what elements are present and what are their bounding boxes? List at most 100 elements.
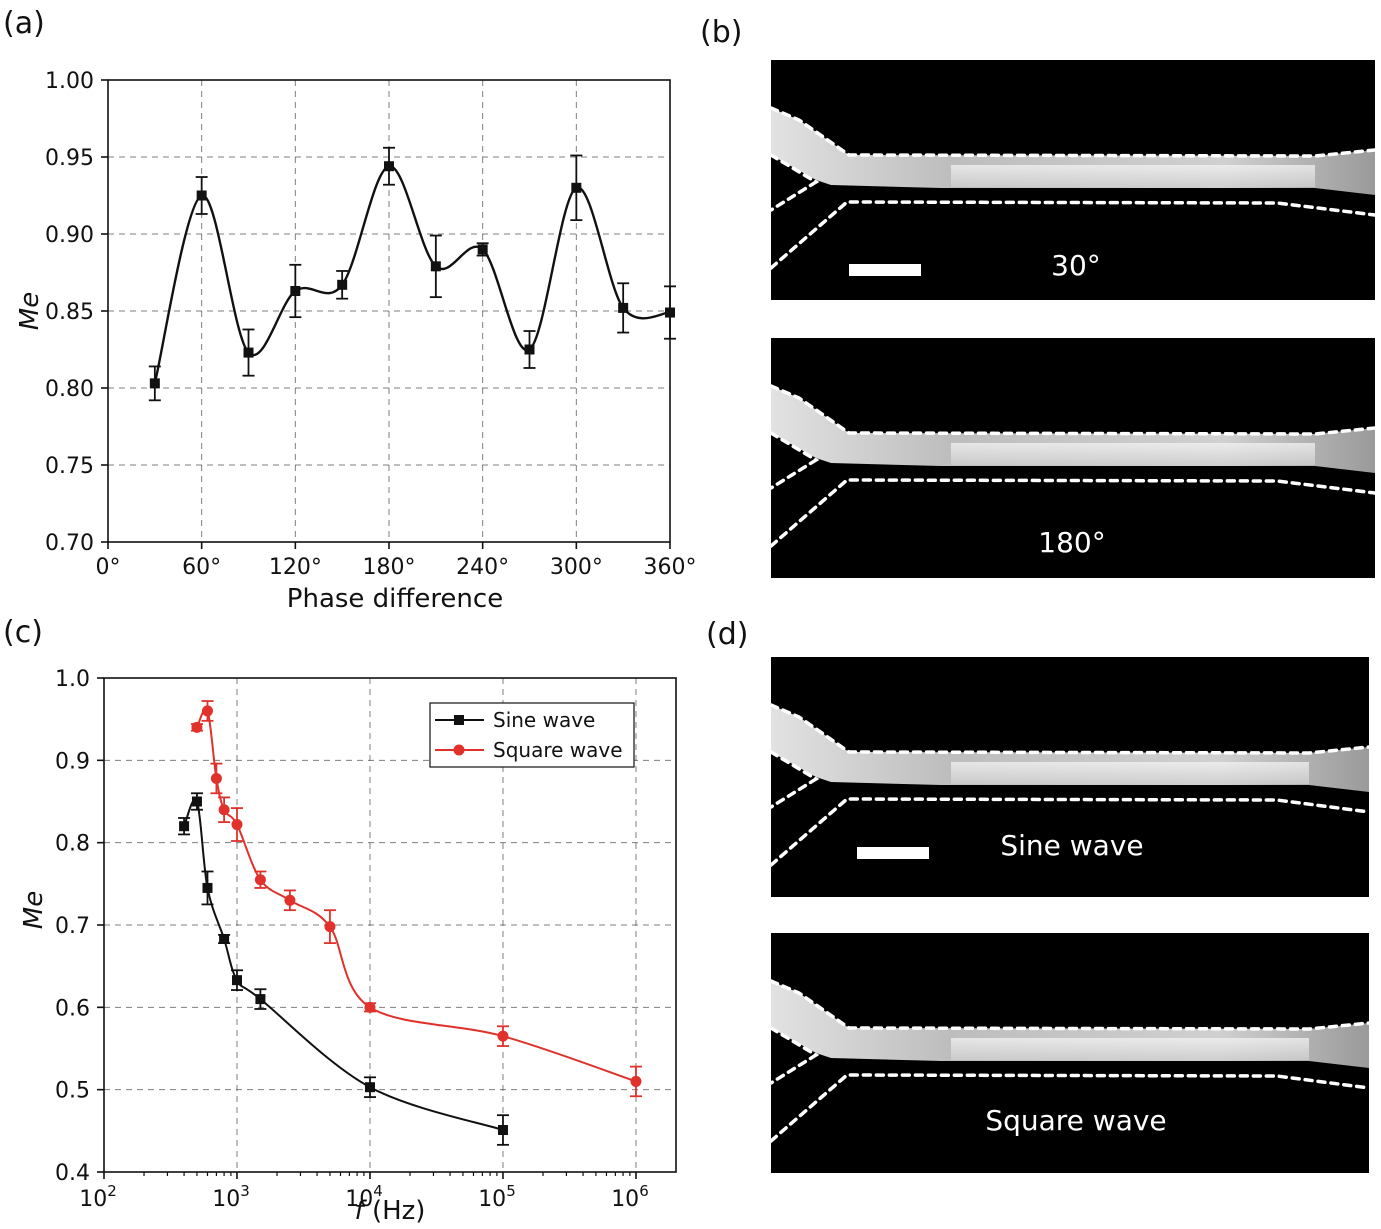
chart-a-y-tick-label: 0.95 bbox=[45, 146, 94, 171]
chart-c-sine-data-point bbox=[364, 1082, 375, 1093]
panel-label-a: (a) bbox=[3, 6, 45, 41]
scale-bar bbox=[857, 847, 929, 859]
micrograph-label: Sine wave bbox=[1000, 829, 1143, 862]
micrograph-d-bottom: Square wave bbox=[769, 933, 1371, 1173]
chart-c-x-tick-base: 10 bbox=[478, 1187, 506, 1212]
chart-c-x-tick-base: 10 bbox=[212, 1187, 240, 1212]
chart-c-x-tick-label: 105 bbox=[478, 1182, 516, 1212]
chart-a-axes: 0° 60° 120° 180° 240° 300° 360° 0.70 0.75 0.80 0.8… bbox=[45, 69, 696, 580]
chart-c-y-tick-label: 0.4 bbox=[55, 1161, 90, 1186]
chart-c-square-data-point bbox=[231, 819, 243, 831]
chart-a-data-point bbox=[290, 285, 301, 296]
micrograph-outline-bottom bbox=[769, 200, 1377, 270]
chart-c-square-data-point bbox=[218, 804, 230, 816]
micrograph-outline-bottom bbox=[769, 797, 1371, 867]
chart-a-y-tick-label: 0.70 bbox=[45, 531, 94, 556]
micrograph-d-top: Sine wave bbox=[769, 657, 1371, 897]
micrographs: 30° 180° Sine wave Square wave bbox=[769, 60, 1377, 1173]
chart-c-sine-data-point bbox=[497, 1125, 508, 1136]
legend-box bbox=[429, 702, 635, 768]
chart-c-square-data-point bbox=[497, 1030, 509, 1042]
chart-a-data-point bbox=[618, 302, 629, 313]
chart-a-y-tick-label: 0.75 bbox=[45, 454, 94, 479]
chart-a-data-point bbox=[477, 244, 488, 255]
chart-c-x-tick-exponent: 5 bbox=[506, 1182, 516, 1200]
chart-c-y-tick-label: 1.0 bbox=[55, 667, 90, 692]
micrograph-outline-bottom bbox=[769, 478, 1377, 548]
micrograph-b-bottom: 180° bbox=[769, 338, 1377, 578]
chart-a-x-tick-label: 0° bbox=[96, 555, 121, 580]
chart-a-y-axis-label: Me bbox=[15, 292, 45, 330]
micrograph-label: 30° bbox=[1051, 249, 1101, 282]
panel-label-b: (b) bbox=[700, 15, 742, 50]
micrograph-outline-inner bbox=[769, 431, 820, 490]
chart-c-y-axis-label: Me bbox=[19, 891, 49, 929]
micrograph-stream bbox=[951, 165, 1315, 187]
micrograph-outline-inner bbox=[769, 1026, 820, 1085]
micrograph-outline-bottom bbox=[769, 1073, 1371, 1143]
chart-c-x-tick-label: 104 bbox=[345, 1182, 383, 1212]
micrograph-outline-inner bbox=[769, 153, 820, 212]
chart-a-data-point bbox=[430, 261, 441, 272]
micrograph-stream bbox=[951, 762, 1309, 784]
micrograph-outline-top bbox=[769, 106, 1377, 158]
chart-a-x-tick-label: 120° bbox=[269, 555, 322, 580]
chart-a-data-point bbox=[524, 344, 535, 355]
micrograph-outline-inner bbox=[769, 750, 820, 809]
chart-c-series bbox=[178, 700, 642, 1146]
chart-a-data-point bbox=[149, 378, 160, 389]
chart-c-square-data-point bbox=[284, 894, 296, 906]
chart-c-x-tick-base: 10 bbox=[345, 1187, 373, 1212]
chart-c-x-tick-exponent: 2 bbox=[107, 1182, 117, 1200]
panel-label-c: (c) bbox=[3, 615, 43, 650]
chart-c-square-data-point bbox=[191, 721, 203, 733]
chart-a-data-point bbox=[571, 182, 582, 193]
chart-a-data-point bbox=[196, 190, 207, 201]
micrograph-label: Square wave bbox=[985, 1104, 1166, 1137]
micrograph-stream bbox=[951, 1038, 1309, 1060]
chart-c-x-tick-label: 102 bbox=[79, 1182, 117, 1212]
chart-a-x-axis-label: Phase difference bbox=[287, 584, 503, 614]
chart-a-y-tick-label: 0.90 bbox=[45, 223, 94, 248]
micrograph-stream bbox=[951, 443, 1315, 465]
panel-label-d: (d) bbox=[706, 617, 748, 652]
legend-label-sine: Sine wave bbox=[493, 708, 595, 732]
chart-a-data-point bbox=[243, 347, 254, 358]
chart-c-sine-data-point bbox=[179, 821, 190, 832]
micrograph-outline-top bbox=[769, 703, 1371, 755]
chart-a-data-point bbox=[337, 279, 348, 290]
chart-c-x-tick-exponent: 3 bbox=[240, 1182, 250, 1200]
chart-c-square-data-point bbox=[210, 772, 222, 784]
chart-c-x-axis-unit: (Hz) bbox=[364, 1196, 426, 1226]
chart-c-legend: Sine wave Square wave bbox=[429, 702, 635, 768]
chart-c-square-data-point bbox=[630, 1075, 642, 1087]
chart-c-x-tick-exponent: 6 bbox=[639, 1182, 649, 1200]
chart-c-y-tick-label: 0.9 bbox=[55, 749, 90, 774]
chart-c-x-tick-label: 103 bbox=[212, 1182, 250, 1212]
chart-c-square-data-point bbox=[254, 874, 266, 886]
chart-c-sine-data-point bbox=[231, 975, 242, 986]
chart-c-x-axis-label: f (Hz) bbox=[355, 1196, 426, 1226]
chart-a-markers bbox=[148, 146, 676, 402]
chart-c-x-tick-base: 10 bbox=[611, 1187, 639, 1212]
scale-bar bbox=[849, 264, 921, 276]
chart-c-y-tick-label: 0.5 bbox=[55, 1079, 90, 1104]
micrograph-b-top: 30° bbox=[769, 60, 1377, 300]
chart-c-square-data-point bbox=[324, 921, 336, 933]
chart-c-y-tick-label: 0.6 bbox=[55, 996, 90, 1021]
chart-a-data-point bbox=[665, 307, 675, 318]
chart-c-x-tick-exponent: 4 bbox=[373, 1182, 383, 1200]
chart-c-x-tick-label: 106 bbox=[611, 1182, 649, 1212]
chart-c-y-tick-label: 0.7 bbox=[55, 914, 90, 939]
chart-a-series-line bbox=[153, 165, 671, 384]
chart-c-sine-data-point bbox=[191, 796, 202, 807]
chart-c-square-data-point bbox=[364, 1001, 376, 1013]
chart-c-sine-data-point bbox=[219, 933, 230, 944]
chart-c-x-tick-base: 10 bbox=[79, 1187, 107, 1212]
chart-c-series-line-square bbox=[196, 708, 637, 1083]
chart-a-y-tick-label: 0.80 bbox=[45, 377, 94, 402]
chart-a-y-tick-label: 1.00 bbox=[45, 69, 94, 94]
micrograph-label: 180° bbox=[1038, 526, 1105, 559]
